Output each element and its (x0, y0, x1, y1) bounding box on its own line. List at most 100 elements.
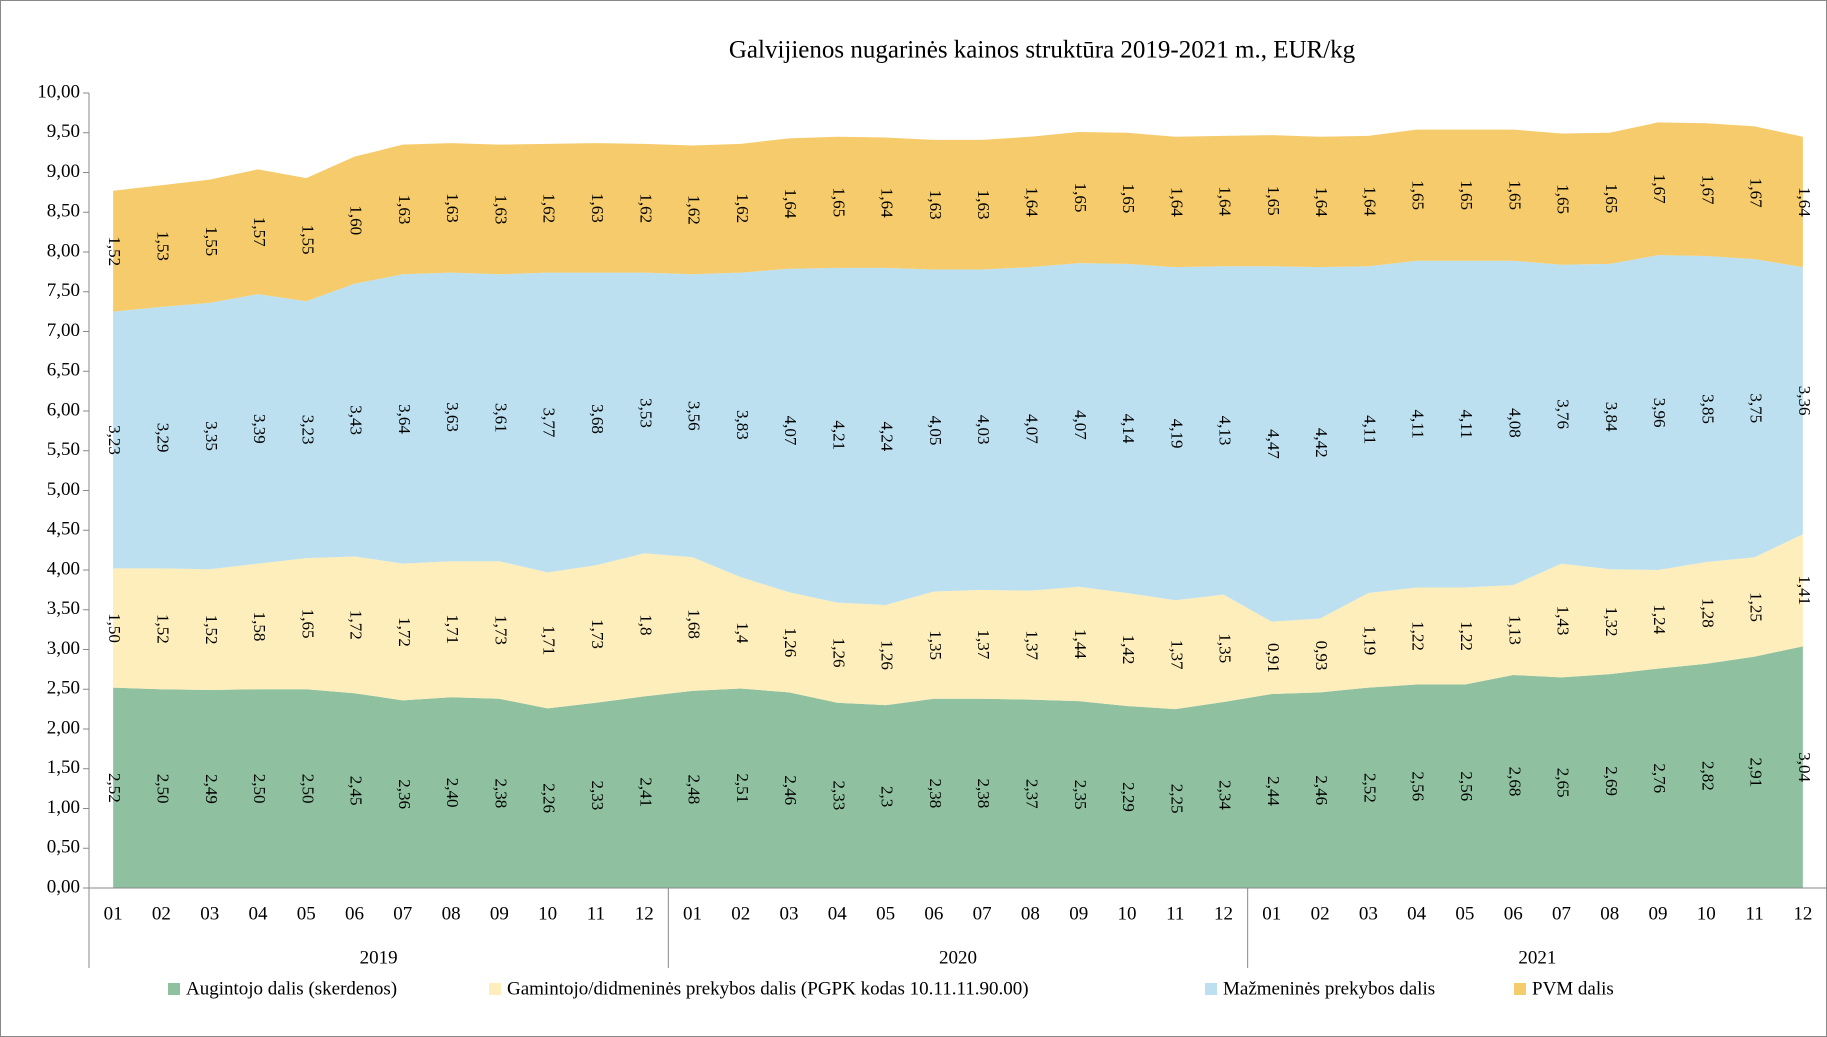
x-tick-label: 03 (200, 903, 219, 924)
data-label: 4,07 (781, 416, 800, 446)
data-label: 4,19 (1167, 419, 1186, 449)
data-label: 2,51 (733, 773, 752, 803)
data-label: 4,14 (1119, 414, 1138, 444)
legend-swatch (1205, 983, 1217, 995)
data-label: 1,72 (347, 610, 366, 640)
data-label: 3,83 (733, 410, 752, 440)
data-label: 2,35 (1071, 780, 1090, 810)
data-label: 1,41 (1795, 575, 1814, 605)
x-tick-label: 10 (538, 903, 557, 924)
data-label: 2,82 (1698, 761, 1717, 791)
data-label: 1,35 (926, 630, 945, 660)
legend-swatch (489, 983, 501, 995)
data-label: 1,64 (1312, 187, 1331, 217)
data-label: 1,62 (733, 193, 752, 223)
data-label: 1,63 (395, 195, 414, 225)
x-tick-label: 08 (442, 903, 461, 924)
data-label: 1,19 (1360, 625, 1379, 655)
data-label: 3,35 (202, 421, 221, 451)
y-tick-label: 9,00 (47, 161, 80, 182)
data-label: 1,52 (105, 236, 124, 266)
area (113, 534, 1803, 710)
data-label: 0,91 (1264, 643, 1283, 673)
data-label: 1,64 (878, 188, 897, 218)
data-label: 2,36 (395, 779, 414, 809)
data-label: 4,05 (926, 416, 945, 446)
y-tick-label: 8,00 (47, 240, 80, 261)
data-label: 1,25 (1747, 592, 1766, 622)
data-label: 2,68 (1505, 767, 1524, 797)
data-label: 4,11 (1457, 410, 1476, 439)
data-label: 1,65 (829, 187, 848, 217)
x-tick-label: 02 (152, 903, 171, 924)
y-tick-label: 2,50 (47, 678, 80, 699)
data-label: 2,50 (154, 774, 173, 804)
data-label: 1,37 (974, 629, 993, 659)
x-tick-label: 03 (1359, 903, 1378, 924)
data-label: 1,60 (347, 205, 366, 235)
legend-swatch (168, 983, 180, 995)
x-tick-label: 03 (780, 903, 799, 924)
x-tick-label: 12 (1793, 903, 1812, 924)
data-label: 1,13 (1505, 615, 1524, 645)
y-tick-label: 5,00 (47, 479, 80, 500)
data-label: 3,56 (685, 401, 704, 431)
data-label: 1,37 (1167, 640, 1186, 670)
x-tick-label: 06 (1504, 903, 1523, 924)
x-tick-label: 06 (924, 903, 943, 924)
y-tick-label: 6,00 (47, 399, 80, 420)
data-label: 2,40 (443, 778, 462, 808)
data-label: 3,84 (1602, 402, 1621, 432)
x-tick-label: 07 (393, 903, 412, 924)
data-label: 2,49 (202, 774, 221, 804)
data-label: 1,64 (1023, 187, 1042, 217)
data-label: 3,39 (250, 414, 269, 444)
data-label: 2,46 (781, 775, 800, 805)
data-label: 3,64 (395, 404, 414, 434)
data-label: 3,23 (298, 415, 317, 445)
data-label: 4,11 (1360, 415, 1379, 444)
data-label: 0,93 (1312, 641, 1331, 671)
data-label: 1,65 (1119, 183, 1138, 213)
y-tick-label: 5,50 (47, 439, 80, 460)
data-label: 4,21 (829, 420, 848, 450)
y-tick-label: 7,50 (47, 280, 80, 301)
data-label: 3,76 (1554, 399, 1573, 429)
data-label: 3,96 (1650, 398, 1669, 428)
x-tick-label: 11 (587, 903, 605, 924)
data-label: 4,24 (878, 422, 897, 452)
data-label: 2,37 (1023, 779, 1042, 809)
data-label: 2,76 (1650, 763, 1669, 793)
data-label: 4,47 (1264, 429, 1283, 459)
data-label: 2,38 (926, 779, 945, 809)
y-tick-label: 6,50 (47, 360, 80, 381)
data-label: 1,28 (1698, 598, 1717, 628)
data-label: 3,53 (636, 398, 655, 428)
data-label: 2,50 (250, 774, 269, 804)
x-tick-label: 05 (876, 903, 895, 924)
data-label: 1,26 (781, 627, 800, 657)
x-tick-label: 12 (1214, 903, 1233, 924)
data-label: 2,46 (1312, 775, 1331, 805)
data-label: 4,08 (1505, 408, 1524, 438)
data-label: 1,63 (588, 193, 607, 223)
data-label: 2,91 (1747, 757, 1766, 787)
data-label: 1,63 (443, 193, 462, 223)
data-label: 1,32 (1602, 607, 1621, 637)
data-label: 1,63 (491, 195, 510, 225)
data-label: 2,69 (1602, 766, 1621, 796)
data-label: 2,41 (636, 777, 655, 807)
y-tick-label: 4,00 (47, 558, 80, 579)
data-label: 2,44 (1264, 776, 1283, 806)
data-label: 3,68 (588, 404, 607, 434)
y-tick-label: 3,50 (47, 598, 80, 619)
y-tick-label: 1,50 (47, 757, 80, 778)
data-label: 3,36 (1795, 386, 1814, 416)
data-label: 2,33 (829, 781, 848, 811)
data-label: 2,34 (1216, 780, 1235, 810)
data-label: 1,55 (298, 225, 317, 255)
data-label: 1,55 (202, 226, 221, 256)
data-label: 4,42 (1312, 428, 1331, 458)
data-label: 1,63 (926, 190, 945, 220)
